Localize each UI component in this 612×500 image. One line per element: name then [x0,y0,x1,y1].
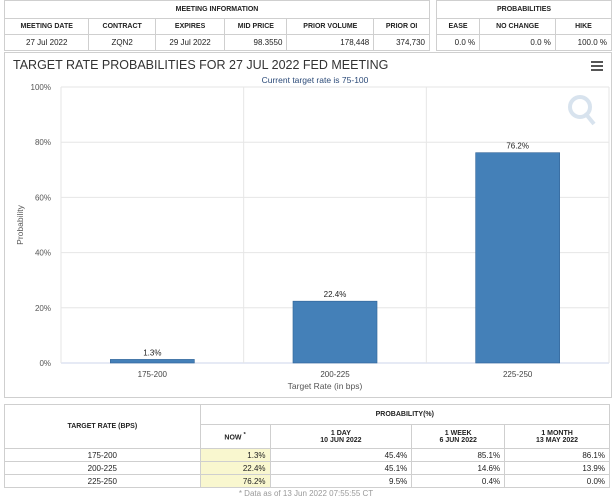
hike-value: 100.0 % [554,34,612,51]
meeting-info-table: MEETING INFORMATION MEETING DATE CONTRAC… [3,0,430,51]
col-expires: EXPIRES [154,18,226,35]
data-timestamp-footnote: * Data as of 13 Jun 2022 07:55:55 CT [238,489,374,498]
col-prior-volume: PRIOR VOLUME [286,18,375,35]
ease-value: 0.0 % [435,34,481,51]
meeting-date-value: 27 Jul 2022 [3,34,90,51]
x-tick-label: 225-250 [503,370,533,379]
table-row: 175-200 1.3% 45.4% 85.1% 86.1% [4,448,610,462]
mid-price-value: 98.3550 [224,34,288,51]
y-tick-label: 60% [35,193,51,202]
month-cell: 86.1% [504,448,610,462]
week-cell: 14.6% [411,461,506,475]
y-tick-label: 0% [39,359,51,368]
contract-value: ZQN2 [88,34,156,51]
y-axis-title: Probability [15,204,25,244]
now-cell: 76.2% [199,474,271,488]
prior-volume-value: 178,448 [286,34,375,51]
day-cell: 45.4% [269,448,413,462]
probability-chart: 0% 20% 40% 60% 80% 100% Current target rate is… [15,75,610,391]
y-tick-label: 100% [31,83,51,92]
probability-group-header: PROBABILITY(%) [199,404,611,425]
x-axis-title: Target Rate (in bps) [288,381,363,391]
col-now: NOW * [199,424,271,449]
y-tick-label: 20% [35,304,51,313]
bar [475,152,560,364]
now-cell: 1.3% [199,448,271,462]
prior-oi-value: 374,730 [373,34,430,51]
col-mid-price: MID PRICE [224,18,288,35]
col-contract: CONTRACT [88,18,156,35]
y-tick-label: 40% [35,249,51,258]
expires-value: 29 Jul 2022 [154,34,226,51]
now-footnote-marker: * [243,431,246,438]
rate-cell: 200-225 [4,461,201,475]
col-no-change: NO CHANGE [479,18,556,35]
hamburger-menu-icon[interactable] [591,61,603,71]
col-ease: EASE [435,18,481,35]
now-cell: 22.4% [199,461,271,475]
x-tick-label: 200-225 [320,370,350,379]
chart-subtitle: Current target rate is 75-100 [262,75,369,85]
bar-data-label: 22.4% [324,290,347,299]
month-cell: 13.9% [504,461,610,475]
col-1-month: 1 MONTH 13 MAY 2022 [504,424,610,449]
meeting-info-header: MEETING INFORMATION [4,0,430,19]
col-1-week: 1 WEEK 6 JUN 2022 [411,424,506,449]
info-header: MEETING INFORMATION MEETING DATE CONTRAC… [3,0,612,51]
col-hike: HIKE [554,18,612,35]
y-tick-label: 80% [35,138,51,147]
bar-data-label: 76.2% [506,142,529,151]
no-change-value: 0.0 % [479,34,556,51]
q-logo-icon [568,95,596,126]
bar [110,359,195,364]
month-cell: 0.0% [504,474,610,488]
col-meeting-date: MEETING DATE [3,18,90,35]
target-rate-header: TARGET RATE (BPS) [4,404,201,449]
probability-history-table: TARGET RATE (BPS) PROBABILITY(%) NOW * 1… [4,404,611,488]
rate-cell: 175-200 [4,448,201,462]
col-1-day: 1 DAY 10 JUN 2022 [269,424,413,449]
table-row: 200-225 22.4% 45.1% 14.6% 13.9% [4,461,610,475]
day-cell: 45.1% [269,461,413,475]
week-cell: 85.1% [411,448,506,462]
bar-data-label: 1.3% [143,348,161,357]
week-cell: 0.4% [411,474,506,488]
chart-panel: 0% 20% 40% 60% 80% 100% Current target rate is… [4,52,612,398]
day-cell: 9.5% [269,474,413,488]
x-tick-label: 175-200 [138,370,168,379]
table-row: 225-250 76.2% 9.5% 0.4% 0.0% [4,474,610,488]
col-prior-oi: PRIOR OI [373,18,430,35]
chart-title: TARGET RATE PROBABILITIES FOR 27 JUL 202… [13,58,389,72]
rate-cell: 225-250 [4,474,201,488]
bar [292,300,378,364]
probabilities-table: PROBABILITIES EASE NO CHANGE HIKE 0.0 % … [435,0,612,51]
probabilities-header: PROBABILITIES [436,0,612,19]
